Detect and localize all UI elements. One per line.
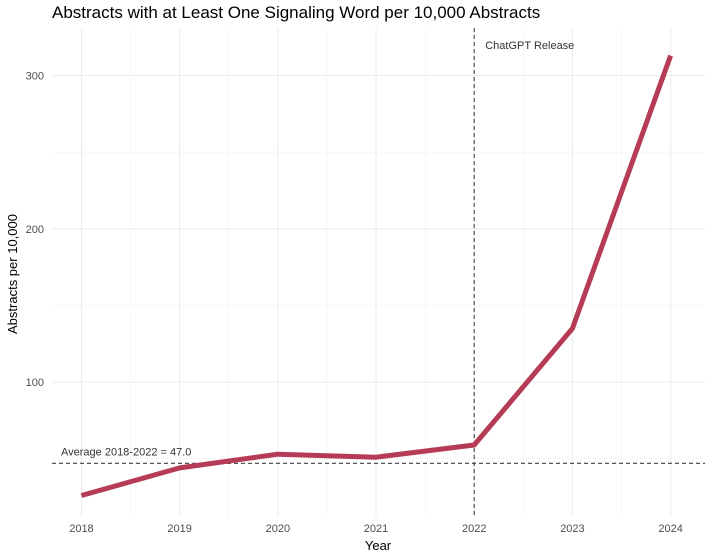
x-tick-label: 2021 bbox=[364, 523, 388, 535]
y-axis-ticks: 100 200 300 bbox=[26, 71, 44, 390]
x-tick-label: 2022 bbox=[462, 523, 486, 535]
y-tick-label: 100 bbox=[26, 377, 44, 389]
x-tick-label: 2020 bbox=[266, 523, 290, 535]
x-axis-ticks: 2018 2019 2020 2021 2022 2023 2024 bbox=[69, 523, 683, 535]
chart-title: Abstracts with at Least One Signaling Wo… bbox=[52, 3, 540, 22]
x-axis-label: Year bbox=[365, 538, 392, 553]
y-tick-label: 200 bbox=[26, 224, 44, 236]
series-line bbox=[80, 54, 673, 498]
reference-lines: Average 2018-2022 = 47.0 ChatGPT Release bbox=[52, 28, 705, 517]
x-tick-label: 2024 bbox=[658, 523, 682, 535]
chatgpt-release-annotation: ChatGPT Release bbox=[485, 40, 574, 52]
x-tick-label: 2023 bbox=[560, 523, 584, 535]
series-layer bbox=[80, 54, 673, 498]
y-tick-label: 300 bbox=[26, 71, 44, 83]
x-tick-label: 2019 bbox=[167, 523, 191, 535]
x-tick-label: 2018 bbox=[69, 523, 93, 535]
average-annotation: Average 2018-2022 = 47.0 bbox=[61, 446, 191, 458]
y-axis-label: Abstracts per 10,000 bbox=[5, 214, 20, 334]
grid bbox=[52, 28, 705, 517]
